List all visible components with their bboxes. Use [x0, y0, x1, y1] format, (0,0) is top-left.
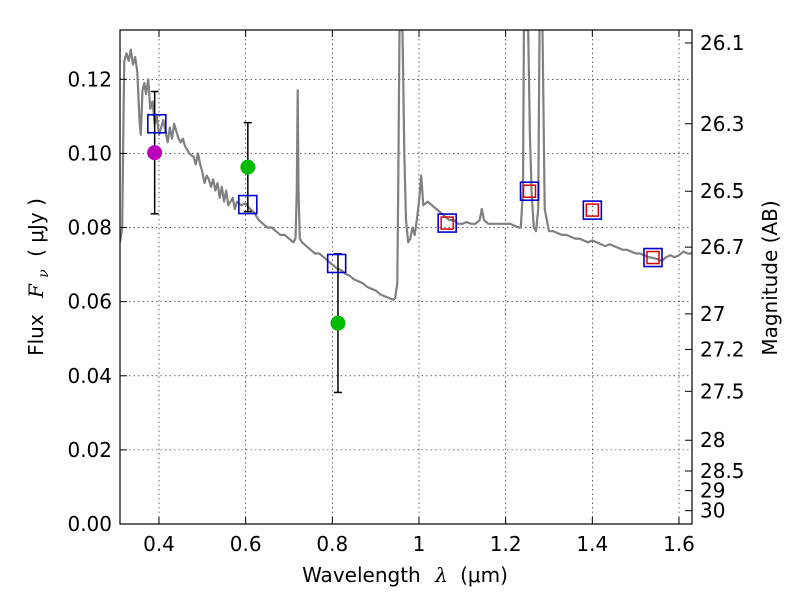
y2-tick-label: 26.3: [700, 112, 745, 136]
observed-point: [330, 315, 346, 331]
x-axis-label-units: (μm): [460, 563, 508, 587]
x-axis-label-text: Wavelength: [302, 563, 421, 587]
y-axis-label: Flux F ν ( μJy ): [24, 198, 53, 356]
grid: [120, 30, 692, 525]
y-axis-label-units: ( μJy ): [24, 198, 48, 257]
y-tick-label: 0.06: [67, 290, 112, 314]
y2-tick-label: 29: [700, 479, 725, 503]
y-tick-label: 0.10: [67, 141, 112, 165]
plot-frame: [119, 29, 693, 525]
y2-axis-label: Magnitude (AB): [758, 200, 782, 355]
y2-tick-label: 26.7: [700, 235, 745, 259]
model-square: [147, 113, 167, 134]
y2-tick-label: 26.5: [700, 179, 745, 203]
errorbar-layer: [150, 90, 342, 394]
observed-square: [646, 250, 660, 265]
y2-tick-label: 27: [700, 302, 725, 326]
model-square: [582, 200, 603, 220]
y2-tick-label: 28: [700, 428, 725, 452]
y-tick-label: 0.08: [67, 216, 112, 240]
observed-square: [440, 216, 454, 230]
model-square: [238, 194, 258, 215]
model-square: [519, 181, 540, 202]
x-tick-label: 1.2: [490, 532, 522, 556]
observed-square: [585, 203, 600, 217]
x-tick-label: 0.4: [143, 532, 175, 556]
x-tick-label: 1.6: [663, 532, 695, 556]
points-layer: [147, 113, 663, 331]
model-square: [643, 247, 663, 268]
spectrum-layer: [120, 30, 692, 301]
y2-tick-label: 30: [700, 499, 725, 523]
x-axis-label: Wavelength λ (μm): [302, 563, 508, 587]
y-tick-label: 0.02: [67, 438, 112, 462]
observed-square: [522, 184, 537, 198]
x-tick-label: 1.4: [576, 532, 608, 556]
y2-tick-label: 27.5: [700, 379, 745, 403]
x-axis-label-symbol: λ: [434, 563, 448, 587]
y2-tick-label: 28.5: [700, 459, 745, 483]
y2-tick-label: 27.2: [700, 337, 745, 361]
ticks-layer: 0.4 0.6 0.8 1 1.2 1.4 1.6 0.00 0.02 0.04 0.06 0.08 0…: [67, 30, 745, 556]
y-tick-label: 0.04: [67, 364, 112, 388]
y-axis-label-symbol: F: [24, 283, 48, 299]
y-tick-label: 0.12: [67, 67, 112, 91]
model-square: [437, 213, 457, 233]
y2-tick-label: 26.1: [700, 31, 745, 55]
model-square: [326, 253, 347, 274]
spectrum-line: [120, 30, 692, 301]
x-tick-label: 0.8: [316, 532, 348, 556]
y-tick-label: 0.00: [67, 512, 112, 536]
y-axis-label-subscript: ν: [36, 269, 52, 278]
x-tick-label: 0.6: [230, 532, 262, 556]
observed-point: [240, 159, 256, 175]
observed-point: [147, 145, 163, 161]
x-tick-label: 1: [413, 532, 426, 556]
y-axis-label-text: Flux: [24, 314, 48, 356]
